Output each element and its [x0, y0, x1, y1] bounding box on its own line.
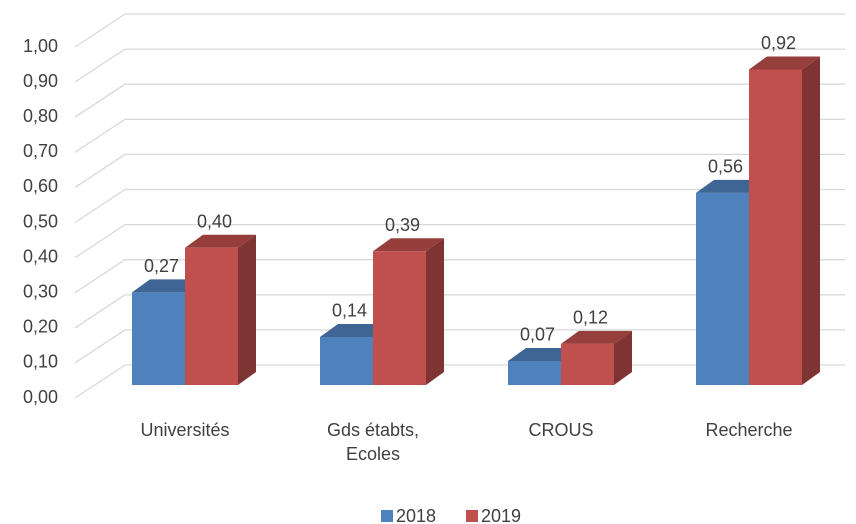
x-tick-label: Gds étabts, Ecoles: [326, 420, 420, 464]
x-tick-label: CROUS: [528, 420, 594, 440]
grid-line: [74, 188, 845, 224]
grid-line: [74, 294, 845, 329]
legend-label: 2019: [481, 506, 521, 524]
bar-side: [426, 238, 444, 385]
grid-line: [74, 153, 845, 188]
bar-front: [132, 292, 185, 385]
y-tick-label: 0,20: [23, 317, 58, 337]
y-tick-label: 0,40: [23, 246, 58, 266]
x-tick-label: Universités: [140, 420, 230, 440]
bar: [749, 56, 820, 385]
grid-line: [74, 259, 845, 294]
grid-line: [74, 83, 845, 118]
bar-side: [614, 330, 632, 385]
bar-front: [373, 251, 426, 385]
bar-side: [802, 56, 820, 385]
grid-line: [74, 118, 845, 153]
data-label: 0,40: [197, 212, 232, 232]
data-label: 0,56: [708, 157, 743, 177]
bar-top: [185, 234, 256, 248]
y-tick-label: 0,00: [23, 387, 58, 407]
bar: [373, 238, 444, 385]
y-tick-label: 0,10: [23, 352, 58, 372]
data-label: 0,39: [385, 215, 420, 235]
y-tick-label: 0,80: [23, 106, 58, 126]
bar-side: [238, 234, 256, 385]
bar-front: [185, 247, 238, 385]
legend-swatch: [466, 510, 478, 522]
y-tick-label: 1,00: [23, 36, 58, 56]
bar-top: [373, 238, 444, 252]
bar-front: [561, 343, 614, 385]
bar: [561, 330, 632, 385]
data-label: 0,27: [144, 256, 179, 276]
bar-top: [561, 330, 632, 344]
data-label: 0,14: [332, 301, 367, 321]
grid-line: [74, 329, 845, 364]
bar: [185, 234, 256, 385]
bar-front: [749, 69, 802, 385]
legend-swatch: [381, 510, 393, 522]
y-tick-label: 0,50: [23, 211, 58, 231]
y-tick-label: 0,70: [23, 141, 58, 161]
data-label: 0,07: [520, 325, 555, 345]
data-label: 0,92: [761, 33, 796, 53]
bar-front: [508, 360, 561, 385]
y-tick-label: 0,60: [23, 176, 58, 196]
bar-front: [320, 336, 373, 385]
grid-line: [74, 223, 845, 259]
data-label: 0,12: [573, 308, 608, 328]
legend-label: 2018: [396, 506, 436, 524]
grid-line: [74, 48, 845, 83]
y-tick-label: 0,90: [23, 71, 58, 91]
grid-line: [74, 13, 845, 48]
x-tick-label: Recherche: [705, 420, 793, 440]
bar-top: [749, 56, 820, 70]
y-tick-label: 0,30: [23, 281, 58, 301]
bar-front: [696, 192, 749, 385]
